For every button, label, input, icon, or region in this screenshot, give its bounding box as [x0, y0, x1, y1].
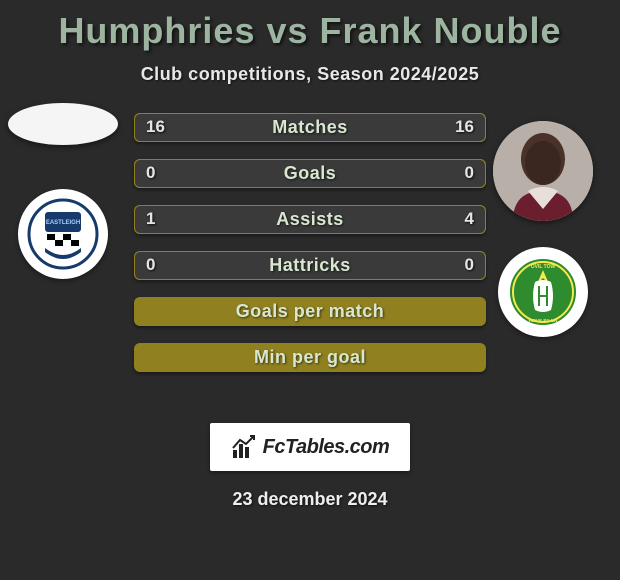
date-text: 23 december 2024 [0, 489, 620, 510]
svg-text:OVIL TOW: OVIL TOW [531, 264, 556, 270]
bar-fill-right [204, 205, 486, 234]
bar-value-right: 16 [455, 117, 474, 137]
stat-bar: 0 0 Goals [134, 159, 486, 188]
bar-label: Min per goal [254, 347, 366, 368]
fctables-logo-icon [231, 434, 257, 460]
player-right-column: OVIL TOW HIEVE BY UN [488, 121, 598, 337]
player-left-column: EASTLEIGH [8, 103, 118, 279]
stat-bar: Goals per match [134, 297, 486, 326]
bar-value-right: 4 [465, 209, 474, 229]
page-title: Humphries vs Frank Nouble [0, 0, 620, 52]
comparison-content: EASTLEIGH OVIL TOW HIEVE BY UN [0, 113, 620, 413]
bar-label: Goals per match [236, 301, 385, 322]
bar-label: Hattricks [269, 255, 351, 276]
yeovil-badge-icon: OVIL TOW HIEVE BY UN [507, 256, 579, 328]
bar-value-left: 16 [146, 117, 165, 137]
footer-brand: FcTables.com [210, 423, 410, 471]
stat-bar: 0 0 Hattricks [134, 251, 486, 280]
stat-bar: 1 4 Assists [134, 205, 486, 234]
subtitle: Club competitions, Season 2024/2025 [0, 64, 620, 85]
player-left-avatar [8, 103, 118, 145]
bar-fill-left [134, 205, 204, 234]
bar-value-left: 1 [146, 209, 155, 229]
bar-value-right: 0 [465, 255, 474, 275]
bar-label: Assists [276, 209, 344, 230]
bar-fill-right [310, 159, 486, 188]
svg-text:HIEVE BY UN: HIEVE BY UN [529, 318, 558, 323]
player-right-avatar [493, 121, 593, 221]
stat-bar: Min per goal [134, 343, 486, 372]
stat-bar: 16 16 Matches [134, 113, 486, 142]
footer-brand-text: FcTables.com [263, 436, 390, 459]
club-badge-left: EASTLEIGH [18, 189, 108, 279]
bar-label: Matches [272, 117, 348, 138]
svg-text:EASTLEIGH: EASTLEIGH [46, 220, 80, 226]
bar-label: Goals [284, 163, 337, 184]
stat-bars: 16 16 Matches 0 0 Goals 1 4 Assists 0 0 Hattricks Go… [134, 113, 486, 372]
club-badge-right: OVIL TOW HIEVE BY UN [498, 247, 588, 337]
eastleigh-badge-icon: EASTLEIGH [27, 198, 99, 270]
bar-value-right: 0 [465, 163, 474, 183]
bar-value-left: 0 [146, 163, 155, 183]
bar-value-left: 0 [146, 255, 155, 275]
